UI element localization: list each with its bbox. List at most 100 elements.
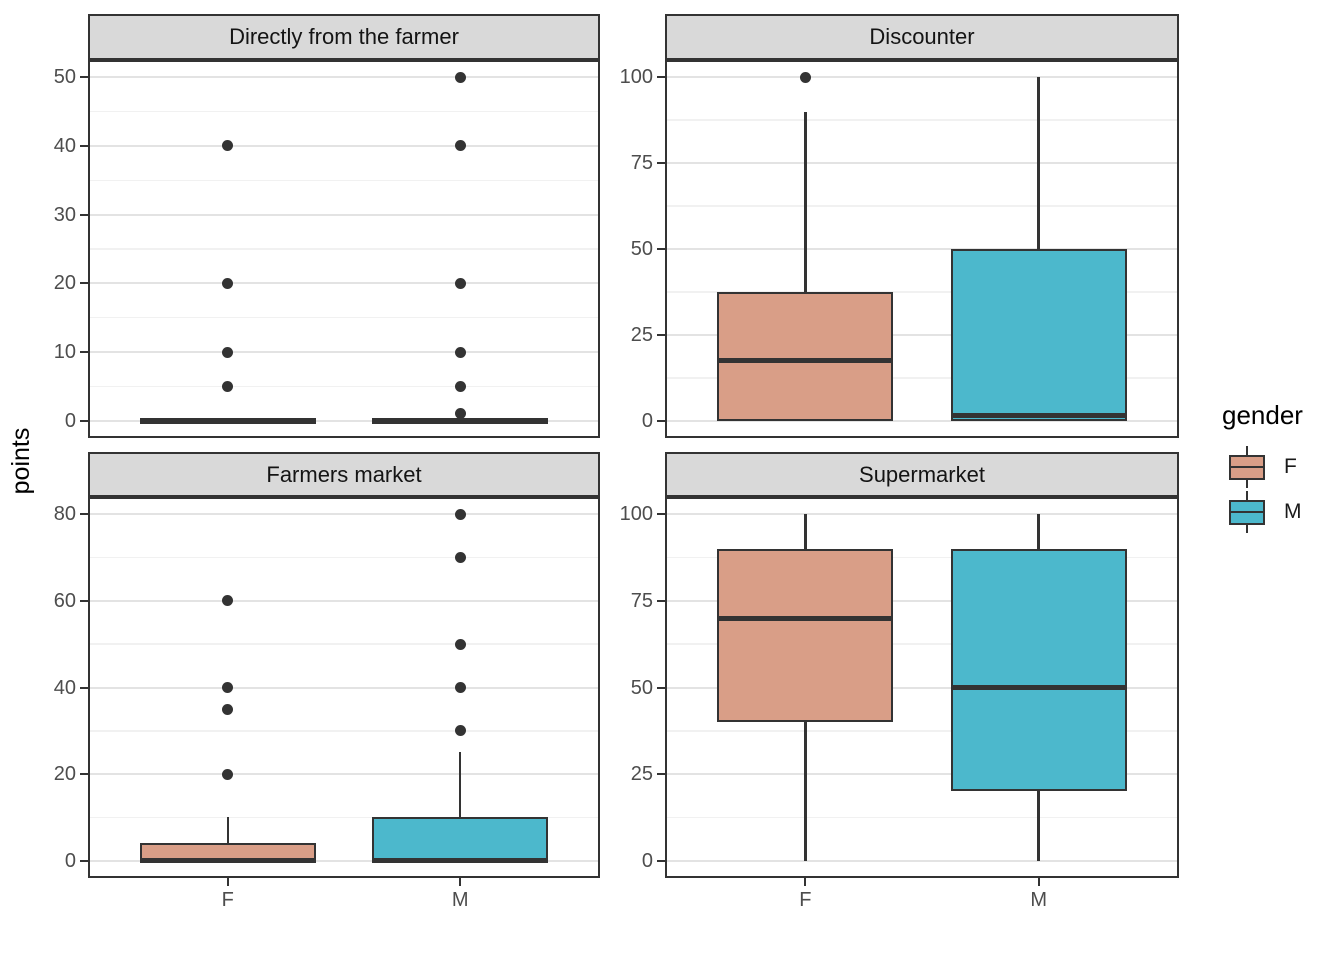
facet-title: Discounter: [869, 24, 975, 49]
gridline-major: [667, 599, 1177, 602]
x-tick-mark: [226, 878, 229, 886]
median-line: [139, 858, 316, 864]
y-tick-mark: [80, 686, 88, 689]
x-tick-mark: [804, 878, 807, 886]
legend-item-F: F: [1228, 446, 1297, 488]
gridline-major: [90, 513, 598, 516]
y-tick-label: 40: [53, 676, 76, 699]
lower-whisker: [1037, 791, 1040, 861]
gridline-minor: [90, 643, 598, 645]
median-line: [372, 858, 549, 864]
y-tick-label: 50: [630, 238, 653, 260]
gridline-major: [90, 686, 598, 689]
legend-key-boxplot-icon: [1228, 491, 1266, 533]
y-tick-label: 20: [53, 763, 76, 786]
legend-key-boxplot-icon: [1228, 446, 1266, 488]
facet-strip: Discounter: [665, 14, 1179, 60]
legend-label: F: [1284, 455, 1297, 478]
upper-whisker: [804, 514, 807, 549]
y-tick-mark: [80, 351, 88, 354]
gridline-major: [90, 76, 598, 79]
facet-strip: Supermarket: [665, 452, 1179, 497]
x-tick-label: M: [451, 889, 469, 911]
y-tick-mark: [657, 76, 665, 79]
y-tick-label: 25: [630, 323, 653, 346]
gridline-major: [90, 351, 598, 354]
y-tick-mark: [80, 144, 88, 147]
gridline-major: [90, 773, 598, 776]
outlier-dot: [454, 508, 466, 520]
gridline-major: [667, 333, 1177, 336]
gridline-major: [667, 686, 1177, 689]
box-F: [717, 548, 894, 723]
y-tick-label: 100: [619, 66, 653, 89]
upper-whisker: [226, 817, 230, 844]
outlier-dot: [454, 552, 466, 564]
gridline-minor: [90, 385, 598, 388]
y-tick-label: 80: [53, 503, 76, 526]
upper-whisker: [458, 752, 462, 818]
facet-panel: [665, 60, 1179, 438]
y-tick-mark: [80, 859, 88, 862]
y-tick-mark: [657, 248, 665, 250]
median-line: [717, 358, 894, 364]
gridline-major: [90, 599, 598, 602]
y-tick-mark: [80, 419, 88, 422]
legend-label: M: [1284, 500, 1302, 523]
lower-whisker: [804, 722, 807, 861]
gridline-major: [667, 513, 1177, 516]
gridline-minor: [667, 291, 1177, 293]
y-tick-mark: [657, 513, 665, 516]
median-line: [950, 413, 1127, 419]
box-F: [717, 291, 894, 421]
gridline-minor: [90, 179, 598, 182]
gridline-minor: [667, 816, 1177, 819]
gridline-major: [90, 213, 598, 216]
outlier-dot: [799, 71, 811, 83]
y-tick-label: 75: [630, 152, 653, 175]
x-tick-label: F: [799, 889, 812, 911]
outlier-dot: [222, 703, 234, 715]
gridline-minor: [90, 730, 598, 732]
y-tick-label: 30: [53, 203, 76, 226]
gridline-major: [667, 76, 1177, 79]
facet-strip: Farmers market: [88, 452, 600, 497]
legend-key-median: [1229, 465, 1265, 469]
y-tick-label: 20: [53, 272, 76, 295]
x-tick-mark: [1037, 878, 1040, 886]
gridline-major: [667, 859, 1177, 862]
gridline-major: [667, 248, 1177, 250]
outlier-dot: [454, 277, 466, 289]
legend-title: gender: [1222, 400, 1303, 430]
y-tick-label: 40: [53, 134, 76, 157]
collapsed-box-F: [139, 417, 316, 424]
outlier-dot: [454, 380, 466, 392]
outlier-dot: [454, 682, 466, 693]
facet-title: Farmers market: [266, 461, 422, 487]
y-tick-label: 50: [630, 676, 653, 699]
gridline-minor: [667, 556, 1177, 559]
outlier-dot: [454, 346, 466, 358]
gridline-major: [667, 162, 1177, 165]
y-tick-label: 100: [619, 503, 653, 526]
facet-strip: Directly from the farmer: [88, 14, 600, 60]
y-tick-label: 0: [64, 409, 76, 432]
gridline-major: [90, 282, 598, 285]
gridline-minor: [667, 119, 1177, 121]
gridline-major: [90, 859, 598, 862]
outlier-dot: [222, 768, 234, 780]
y-tick-mark: [657, 773, 665, 776]
facet-title: Directly from the farmer: [229, 24, 459, 49]
gridline-minor: [667, 205, 1177, 207]
gridline-minor: [667, 377, 1177, 379]
outlier-dot: [222, 682, 234, 693]
gridline-minor: [90, 316, 598, 319]
y-tick-label: 0: [641, 849, 653, 872]
facet-panel: [665, 497, 1179, 878]
box-M: [372, 817, 549, 861]
facet-panel: [88, 60, 600, 438]
gridline-minor: [90, 248, 598, 250]
y-tick-mark: [657, 599, 665, 602]
legend-item-M: M: [1228, 491, 1302, 533]
x-tick-label: M: [1030, 889, 1047, 911]
